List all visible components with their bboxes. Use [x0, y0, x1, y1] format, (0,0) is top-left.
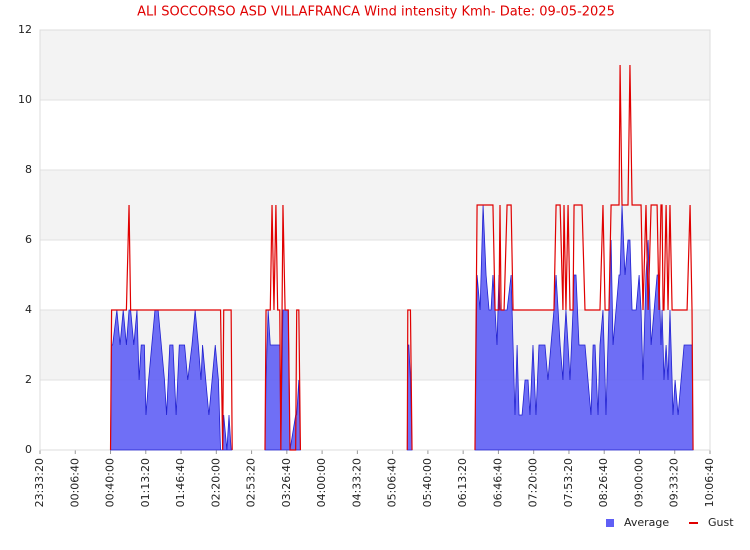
x-tick-label: 07:53:20 [562, 458, 575, 507]
x-tick-label: 03:26:40 [280, 458, 293, 507]
x-tick-label: 07:20:00 [527, 458, 540, 507]
x-tick-label: 05:40:00 [421, 458, 434, 507]
y-tick-label: 4 [25, 303, 32, 316]
x-tick-label: 02:20:00 [209, 458, 222, 507]
gust-line [109, 64, 694, 451]
legend-label: Gust [708, 516, 734, 529]
x-tick-label: 09:00:00 [632, 458, 645, 507]
y-tick-label: 0 [25, 443, 32, 456]
legend-label: Average [624, 516, 669, 529]
grid-band [40, 170, 710, 240]
x-tick-label: 01:46:40 [174, 458, 187, 507]
x-tick-label: 08:26:40 [597, 458, 610, 507]
x-tick-label: 00:40:00 [104, 458, 117, 507]
x-tick-label: 04:33:20 [350, 458, 363, 507]
x-tick-label: 06:46:40 [491, 458, 504, 507]
x-tick-label: 04:00:00 [315, 458, 328, 507]
x-tick-label: 01:13:20 [139, 458, 152, 507]
x-tick-label: 06:13:20 [456, 458, 469, 507]
legend-swatch [606, 519, 614, 527]
x-tick-label: 00:06:40 [68, 458, 81, 507]
x-tick-label: 05:06:40 [386, 458, 399, 507]
x-tick-label: 02:53:20 [245, 458, 258, 507]
y-tick-label: 10 [18, 93, 32, 106]
x-tick-label: 23:33:20 [33, 458, 46, 507]
chart-title: ALI SOCCORSO ASD VILLAFRANCA Wind intens… [137, 5, 615, 20]
grid-band [40, 30, 710, 100]
x-tick-label: 09:33:20 [668, 458, 681, 507]
y-tick-label: 2 [25, 373, 32, 386]
x-tick-label: 10:06:40 [703, 458, 716, 507]
y-tick-label: 12 [18, 23, 32, 36]
y-tick-label: 6 [25, 233, 32, 246]
plot-frame [39, 29, 711, 451]
y-tick-label: 8 [25, 163, 32, 176]
